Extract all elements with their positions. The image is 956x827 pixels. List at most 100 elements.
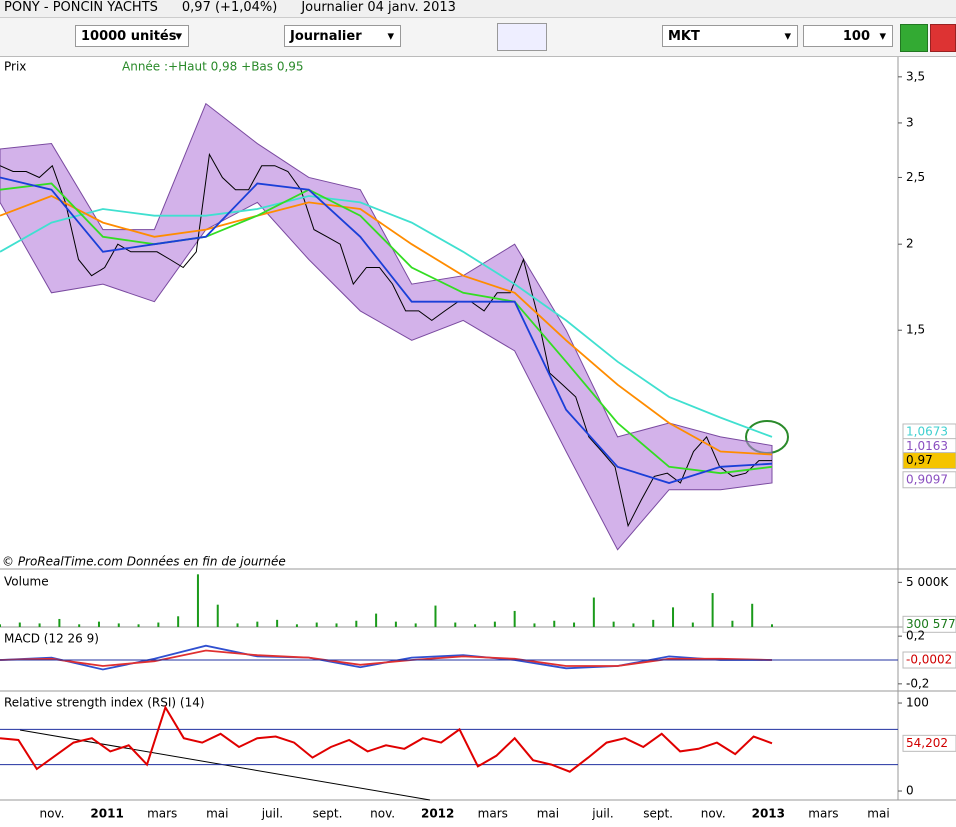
volume-bar	[434, 605, 437, 627]
panel-title: MACD (12 26 9)	[4, 632, 99, 646]
volume-bar	[0, 624, 1, 627]
indicator-line	[0, 182, 773, 475]
x-tick-label: sept.	[313, 807, 343, 821]
x-tick-label: 2012	[421, 807, 454, 821]
volume-bar	[256, 621, 259, 627]
indicator-line	[0, 649, 773, 667]
volume-bar	[533, 623, 536, 627]
indicator-line	[0, 195, 773, 456]
y-tick-label: 5 000K	[906, 575, 949, 589]
volume-bar	[78, 624, 81, 627]
volume-bar	[632, 623, 635, 627]
x-tick-label: sept.	[643, 807, 673, 821]
volume-bar	[474, 624, 477, 627]
value-label: 1,0163	[906, 439, 948, 453]
rsi-line	[0, 704, 773, 773]
x-tick-label: nov.	[701, 807, 726, 821]
value-label: 54,202	[906, 736, 948, 750]
x-tick-label: nov.	[370, 807, 395, 821]
sell-button[interactable]	[930, 24, 956, 52]
value-label: 1,0673	[906, 424, 948, 438]
quantity-select[interactable]: 10000 unités	[75, 25, 189, 48]
volume-bar	[711, 593, 714, 627]
x-tick-label: mars	[808, 807, 838, 821]
y-tick-label: 1,5	[906, 323, 925, 337]
volume-bar	[652, 619, 655, 627]
value-label: 0,9097	[906, 472, 948, 486]
y-tick-label: 100	[906, 696, 929, 710]
volume-bar	[97, 621, 100, 627]
volume-bar	[612, 621, 615, 627]
timeframe-select[interactable]: Journalier	[284, 25, 401, 48]
panel-subtitle: Année :+Haut 0,98 +Bas 0,95	[122, 60, 304, 74]
volume-bar	[38, 623, 41, 627]
y-tick-label: 3	[906, 115, 914, 129]
x-tick-label: nov.	[40, 807, 65, 821]
volume-bar	[771, 624, 773, 627]
volume-bar	[137, 624, 140, 627]
x-tick-label: mai	[537, 807, 559, 821]
volume-bar	[513, 610, 516, 627]
volume-bar	[196, 574, 199, 627]
volume-bar	[375, 613, 378, 627]
x-tick-label: mai	[867, 807, 889, 821]
volume-bar	[691, 622, 694, 627]
volume-bar	[276, 619, 279, 627]
band-fill	[0, 102, 773, 551]
indicator-line	[0, 176, 773, 484]
value-label: 300 577	[906, 617, 956, 631]
indicator-button[interactable]	[497, 23, 547, 51]
volume-bar	[553, 620, 556, 627]
volume-bar	[672, 607, 675, 627]
volume-bar	[18, 622, 21, 627]
panel-title: Volume	[4, 575, 49, 589]
x-tick-label: mars	[478, 807, 508, 821]
volume-bar	[592, 597, 595, 627]
y-tick-label: 0	[906, 784, 914, 798]
volume-bar	[731, 620, 734, 627]
y-tick-label: -0,2	[906, 676, 929, 690]
x-tick-label: juil.	[261, 807, 283, 821]
volume-bar	[315, 622, 318, 627]
panel-title: Prix	[4, 60, 26, 74]
buy-button[interactable]	[900, 24, 928, 52]
value-box	[902, 452, 956, 470]
order-type-select[interactable]: MKT	[662, 25, 798, 48]
value-box	[902, 734, 956, 752]
volume-bar	[493, 621, 496, 627]
volume-bar	[117, 623, 120, 627]
value-label: -0,0002	[906, 653, 952, 667]
volume-bar	[58, 618, 61, 627]
value-box	[902, 651, 956, 669]
panel-title: Relative strength index (RSI) (14)	[4, 696, 205, 710]
x-tick-label: mai	[206, 807, 228, 821]
x-tick-label: juil.	[591, 807, 613, 821]
indicator-line	[0, 644, 772, 671]
y-tick-label: 2,5	[906, 170, 925, 184]
toolbar: 10000 unités Journalier MKT 100	[0, 18, 956, 57]
amount-input[interactable]: 100	[803, 25, 893, 48]
volume-bar	[394, 621, 397, 627]
volume-bar	[177, 616, 180, 627]
volume-bar	[236, 623, 239, 627]
y-tick-label: 0,2	[906, 629, 925, 643]
volume-bar	[454, 622, 457, 627]
value-box	[902, 615, 956, 633]
volume-bar	[295, 624, 298, 627]
period: Journalier 04 janv. 2013	[301, 0, 456, 15]
price-line	[0, 152, 772, 528]
value-box	[902, 471, 956, 489]
volume-bar	[216, 604, 219, 627]
indicator-line	[0, 195, 773, 438]
value-label: 0,97	[906, 453, 933, 467]
volume-bar	[573, 622, 576, 627]
volume-bar	[355, 620, 358, 627]
volume-bar	[157, 622, 160, 627]
volume-bar	[335, 623, 338, 627]
window-title: PONY - PONCIN YACHTS	[4, 0, 158, 15]
y-tick-label: 3,5	[906, 69, 925, 83]
volume-bar	[751, 603, 754, 627]
volume-bar	[414, 623, 417, 627]
